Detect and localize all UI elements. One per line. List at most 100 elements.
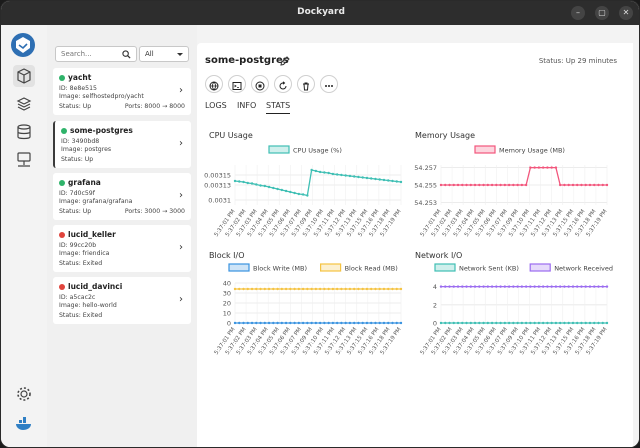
data-point [495, 285, 498, 288]
data-point [335, 173, 339, 176]
data-point [584, 321, 587, 325]
terminal-icon [232, 82, 242, 90]
gear-icon[interactable] [13, 383, 35, 405]
data-point [323, 171, 326, 174]
data-point [365, 176, 369, 180]
edit-icon[interactable] [280, 56, 290, 66]
data-point [301, 193, 305, 196]
data-point [533, 166, 536, 169]
stop-button[interactable] [251, 75, 269, 93]
data-point [563, 321, 566, 325]
container-card[interactable]: lucid_davinci ID: a5cac2c Image: hello-w… [53, 277, 191, 324]
data-point [391, 179, 394, 183]
data-point [588, 285, 592, 288]
data-point [597, 321, 600, 325]
data-point [365, 287, 369, 291]
container-status: Status: Up [59, 103, 92, 110]
data-point [348, 174, 352, 178]
data-point [280, 321, 284, 325]
data-point [255, 183, 258, 186]
data-point [601, 321, 604, 325]
data-point [550, 166, 553, 169]
legend-label: Network Received (KB) [554, 265, 613, 273]
data-point [272, 287, 275, 291]
images-icon[interactable] [13, 93, 35, 115]
networks-icon[interactable] [13, 149, 35, 171]
legend-item[interactable]: Network Received (KB) [529, 263, 613, 273]
data-point [448, 321, 451, 325]
data-point [490, 285, 494, 288]
data-point [357, 287, 360, 291]
docker-whale-icon[interactable] [13, 413, 35, 435]
search-field[interactable] [55, 46, 137, 62]
data-point [503, 321, 507, 325]
container-card[interactable]: yacht ID: 8e8e515 Image: selfhostedpro/y… [53, 68, 191, 115]
data-point [382, 178, 386, 182]
data-point [550, 321, 553, 325]
open-browser-button[interactable] [205, 75, 223, 93]
data-point [499, 321, 502, 325]
tab-info[interactable]: INFO [237, 101, 257, 110]
delete-button[interactable] [297, 75, 315, 93]
data-point [395, 321, 398, 325]
search-input[interactable] [61, 50, 121, 58]
container-image: Image: postgres [61, 146, 112, 153]
container-card[interactable]: some-postgres ID: 3490bd8 Image: postgre… [53, 121, 191, 168]
y-tick-label: 0 [227, 320, 231, 328]
data-point [439, 285, 443, 288]
data-point [250, 182, 254, 185]
legend-item[interactable]: Block Read (MB) [319, 263, 398, 273]
legend-label: CPU Usage (%) [293, 147, 342, 155]
y-tick-label: 0 [433, 320, 437, 328]
maximize-button[interactable]: ▢ [595, 6, 609, 20]
data-point [495, 321, 498, 325]
legend-item[interactable]: CPU Usage (%) [268, 145, 342, 155]
state-filter-select[interactable]: All [139, 46, 189, 62]
terminal-button[interactable] [228, 75, 246, 93]
more-button[interactable] [320, 75, 338, 93]
y-tick-label: 54.255 [414, 182, 437, 190]
data-point [246, 287, 249, 291]
data-point [588, 321, 592, 325]
data-point [399, 287, 403, 291]
data-point [289, 321, 292, 325]
legend-item[interactable]: Network Sent (KB) [434, 263, 519, 273]
container-id: ID: 7d0c59f [59, 190, 95, 197]
containers-icon[interactable] [13, 65, 35, 87]
data-point [580, 183, 583, 187]
data-point [499, 183, 502, 187]
data-point [529, 321, 532, 325]
container-name: some-postgres [70, 126, 133, 135]
detail-pane: some-postgres Status: Up 29 minutes [197, 25, 639, 447]
data-point [370, 321, 373, 325]
data-point [597, 183, 600, 187]
data-point [584, 285, 587, 288]
close-button[interactable]: ✕ [619, 6, 633, 20]
data-point [378, 178, 381, 181]
volumes-icon[interactable] [13, 121, 35, 143]
legend-item[interactable]: Block Write (MB) [228, 263, 307, 273]
container-card[interactable]: lucid_keller ID: 99cc20b Image: friendic… [53, 225, 191, 272]
y-tick-label: 4 [433, 283, 437, 291]
data-point [444, 321, 447, 325]
data-point [352, 321, 356, 325]
data-point [327, 171, 330, 175]
tab-logs[interactable]: LOGS [205, 101, 227, 110]
data-point [280, 188, 284, 192]
container-card[interactable]: grafana ID: 7d0c59f Image: grafana/grafa… [53, 173, 191, 220]
legend-item[interactable]: Memory Usage (MB) [474, 145, 565, 155]
data-point [242, 180, 245, 184]
data-point [259, 184, 262, 187]
data-point [452, 183, 455, 187]
container-image: Image: grafana/grafana [59, 198, 133, 205]
data-point [233, 287, 237, 291]
container-status: Status: Exited [59, 260, 103, 267]
data-point [280, 287, 284, 291]
data-point [323, 321, 326, 325]
minimize-button[interactable]: – [571, 6, 585, 20]
data-point [263, 184, 266, 188]
tab-stats[interactable]: STATS [266, 101, 291, 114]
restart-button[interactable] [274, 75, 292, 93]
data-point [293, 321, 296, 325]
more-icon [325, 85, 333, 87]
